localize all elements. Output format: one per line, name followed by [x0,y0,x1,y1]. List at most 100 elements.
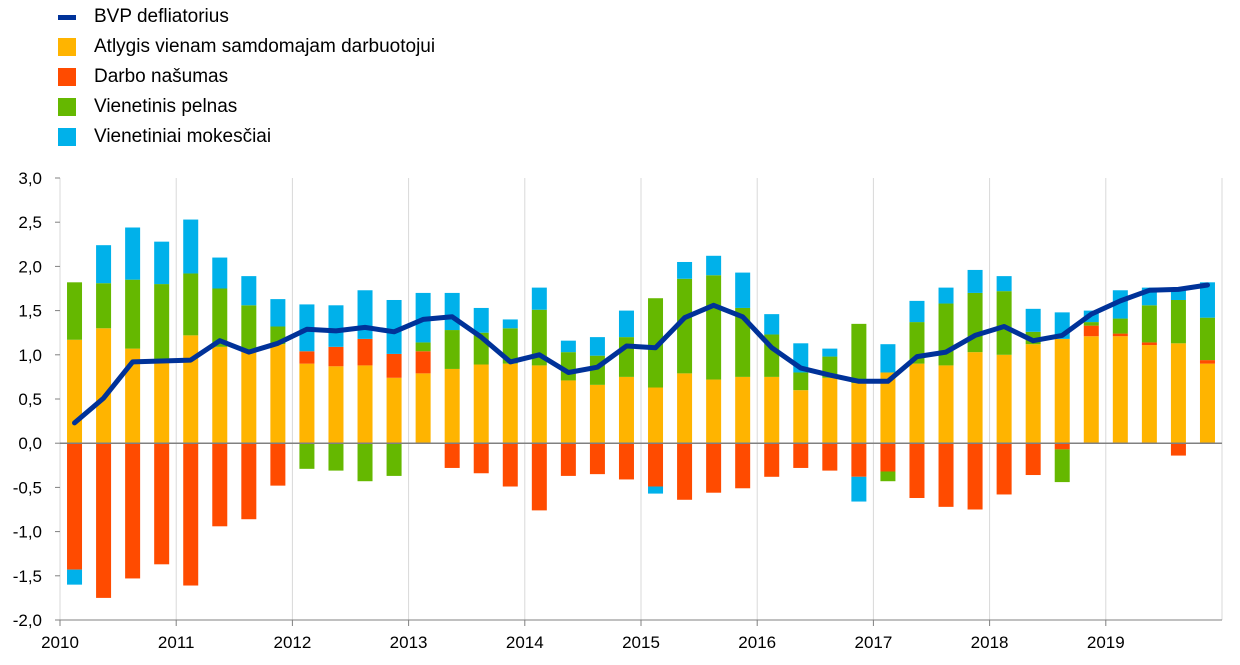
bar-s1-2012Q2 [328,346,344,367]
bar-s2-2012Q1 [299,443,315,469]
y-tick-label: 2,0 [18,257,42,276]
bar-s2-2010Q4 [154,284,170,362]
bar-s2-2015Q3 [706,275,722,380]
bar-s1-2018Q2 [1025,443,1041,476]
y-tick-label: 0,0 [18,434,42,453]
bar-s0-2015Q1 [648,387,664,444]
bar-s0-2011Q1 [183,335,199,444]
bar-s3-2019Q4 [1199,282,1215,318]
bar-s3-2014Q2 [560,340,576,353]
y-tick-label: 2,5 [18,213,42,232]
legend-swatch-compensation [58,38,76,56]
bar-s2-2010Q2 [96,283,112,329]
bar-s1-2017Q2 [909,443,925,499]
bar-s2-2014Q1 [531,309,547,366]
bar-s2-2019Q2 [1141,305,1157,343]
bar-s0-2016Q1 [764,376,780,444]
bar-s1-2019Q4 [1199,360,1215,364]
legend-item-gdp-deflator: BVP defliatorius [58,2,435,32]
y-tick-label: 1,0 [18,346,42,365]
bar-s2-2011Q1 [183,273,199,336]
bar-s1-2010Q2 [96,443,112,598]
legend-label-unit-taxes: Vienetiniai mokesčiai [94,126,272,147]
bar-s1-2013Q3 [473,443,489,474]
bar-s0-2014Q2 [560,380,576,444]
legend-swatch-unit-profits [58,98,76,116]
bar-s3-2011Q1 [183,219,199,274]
bar-s0-2013Q4 [502,363,518,444]
bar-s3-2012Q4 [386,299,402,354]
x-tick-label: 2013 [390,633,428,652]
bar-s0-2016Q3 [822,377,838,444]
bar-s0-2013Q3 [473,364,489,444]
bar-s0-2011Q4 [270,344,286,444]
bar-s0-2011Q3 [241,351,257,444]
bar-s3-2010Q4 [154,241,170,285]
bar-s3-2014Q1 [531,287,547,310]
bar-s1-2012Q4 [386,353,402,378]
bar-s1-2014Q3 [589,443,605,475]
bar-s0-2014Q1 [531,365,547,444]
gdp-deflator-line [72,282,1210,426]
bar-s1-2018Q1 [996,443,1012,495]
legend-item-unit-profits: Vienetinis pelnas [58,92,435,122]
legend-item-compensation: Atlygis vienam samdomajam darbuotojui [58,32,435,62]
bar-s1-2013Q2 [444,443,460,468]
bar-s3-2013Q2 [444,292,460,331]
legend-label-compensation: Atlygis vienam samdomajam darbuotojui [94,36,436,57]
bar-s3-2010Q3 [125,227,141,280]
bar-s3-2012Q2 [328,305,344,347]
bar-s3-2010Q2 [96,245,112,284]
bar-s1-2018Q3 [1054,443,1070,450]
bar-s2-2016Q4 [851,323,867,384]
bar-s3-2014Q4 [618,310,634,338]
bar-s0-2018Q4 [1083,336,1099,444]
bar-s0-2017Q2 [909,363,925,444]
y-tick-label: -2,0 [13,611,42,630]
bar-s2-2017Q3 [938,303,954,366]
bar-s2-2018Q3 [1054,449,1070,483]
bar-s1-2019Q3 [1170,443,1186,456]
bar-s1-2010Q4 [154,443,170,565]
bar-s0-2012Q2 [328,366,344,444]
bar-s2-2017Q1 [880,471,896,482]
bar-s0-2010Q2 [96,328,112,444]
bar-s0-2018Q1 [996,354,1012,444]
bar-s3-2011Q4 [270,299,286,327]
bar-s2-2019Q4 [1199,317,1215,361]
y-tick-label: -1,5 [13,567,42,586]
bar-s0-2015Q3 [706,379,722,444]
bar-s1-2011Q1 [183,443,199,586]
bar-s2-2011Q2 [212,288,228,347]
bar-s1-2016Q1 [764,443,780,477]
bar-s3-2015Q3 [706,255,722,276]
x-tick-label: 2017 [854,633,892,652]
bar-s1-2011Q4 [270,443,286,486]
bar-s2-2012Q4 [386,443,402,476]
bar-s2-2019Q3 [1170,299,1186,344]
x-tick-label: 2018 [971,633,1009,652]
bar-s1-2015Q4 [735,443,751,489]
bar-s0-2016Q2 [793,390,809,444]
bar-s3-2014Q3 [589,337,605,356]
bar-s2-2015Q2 [677,278,693,374]
bar-s1-2017Q4 [967,443,983,510]
x-tick-label: 2015 [622,633,660,652]
bar-s2-2013Q2 [444,330,460,369]
bar-s1-2016Q2 [793,443,809,468]
bar-s1-2015Q1 [648,443,664,487]
bar-s0-2010Q1 [67,339,83,444]
bar-s0-2011Q2 [212,346,228,444]
y-tick-label: 1,5 [18,302,42,321]
bar-s1-2010Q1 [67,443,83,570]
bar-s0-2019Q2 [1141,345,1157,444]
bar-s3-2018Q2 [1025,308,1041,332]
bar-s1-2018Q4 [1083,325,1099,337]
bar-s3-2010Q1 [67,569,83,585]
bar-s1-2015Q2 [677,443,693,500]
bar-s1-2013Q1 [415,351,431,374]
x-tick-label: 2010 [41,633,79,652]
bar-s0-2014Q3 [589,384,605,444]
bar-s3-2017Q4 [967,269,983,293]
